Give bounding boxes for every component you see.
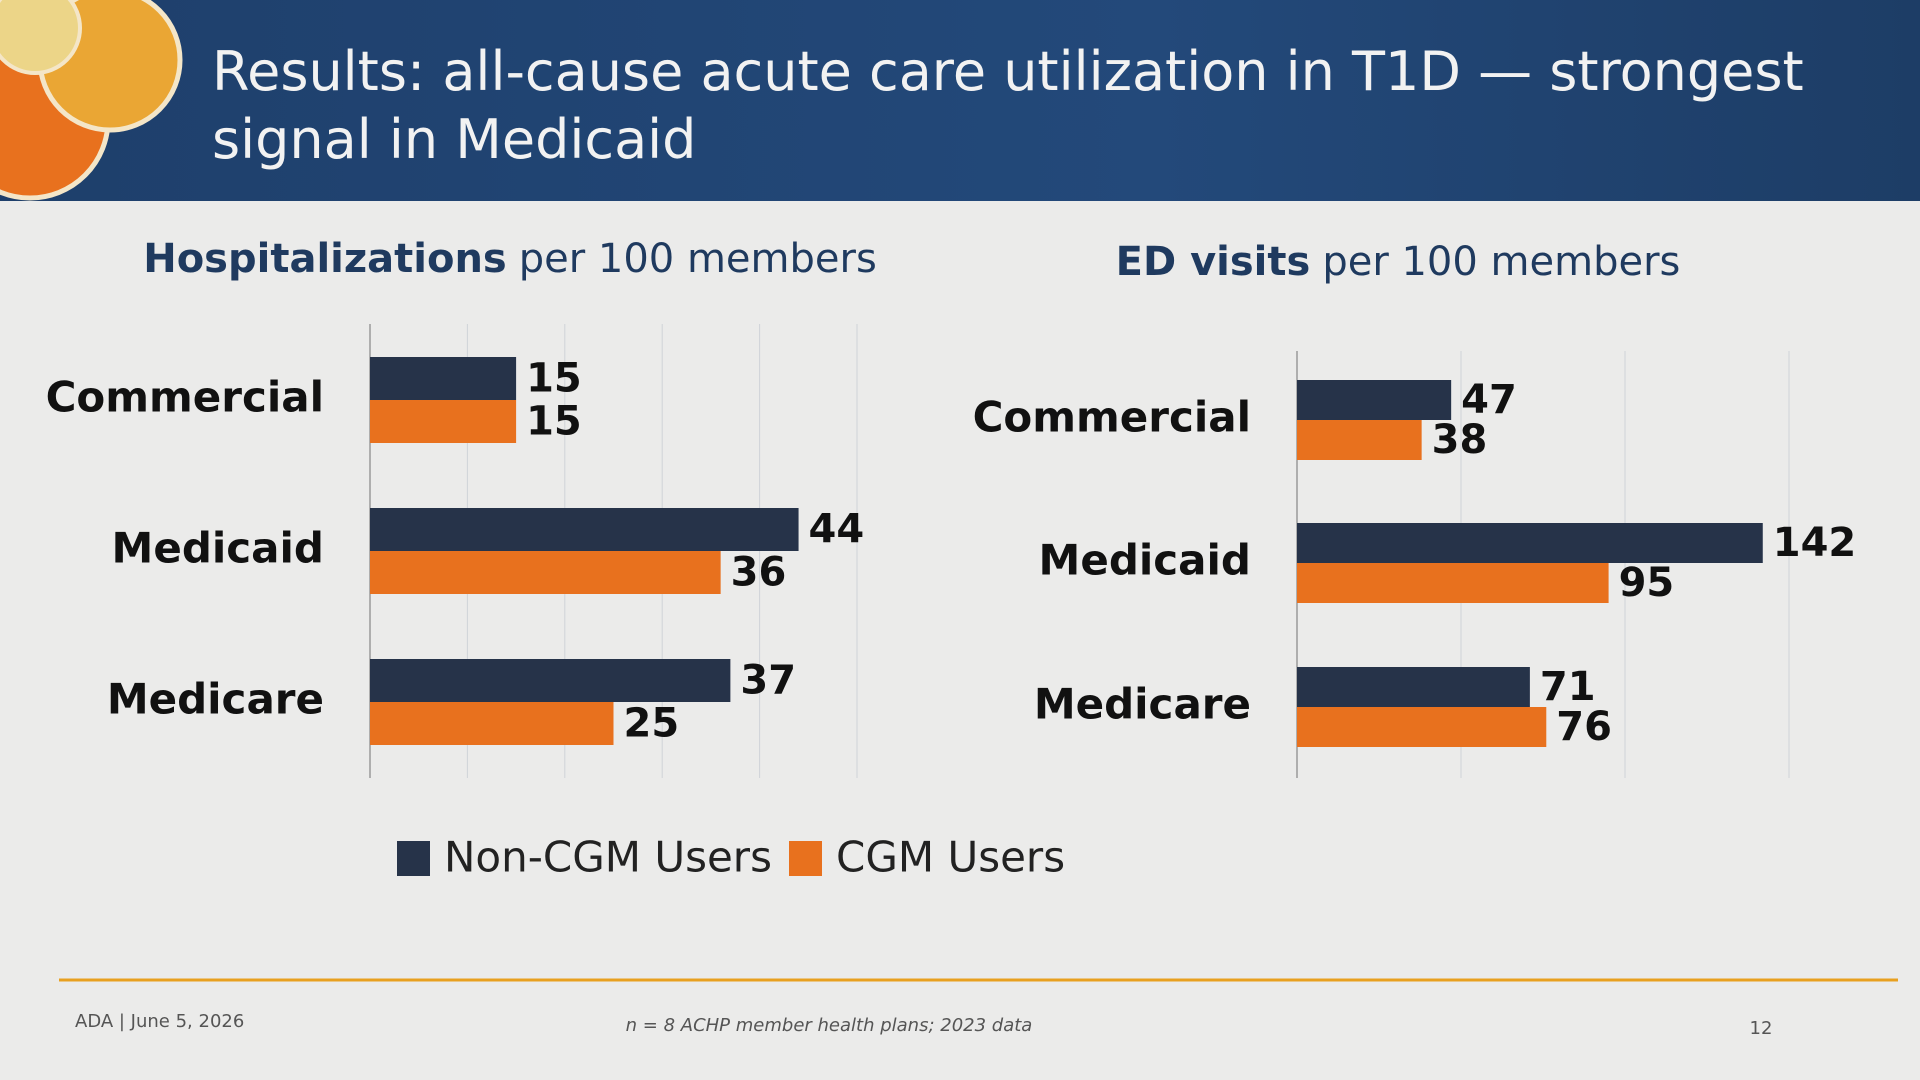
chart-title: ED visits per 100 members (1116, 239, 1681, 285)
category-label: Medicaid (112, 524, 324, 573)
category-label: Medicare (107, 675, 324, 724)
category-label: Commercial (46, 373, 324, 422)
bar (1297, 523, 1763, 563)
bar (370, 508, 799, 551)
legend-label: CGM Users (836, 833, 1065, 882)
chart-title-bold: ED visits (1116, 239, 1311, 285)
category-label: Commercial (973, 393, 1251, 442)
value-label: 15 (526, 356, 582, 402)
value-label: 142 (1773, 520, 1857, 566)
bar (1297, 707, 1547, 747)
header-decoration (0, 0, 183, 201)
value-label: 37 (740, 658, 796, 704)
chart-title-rest: per 100 members (1322, 239, 1680, 285)
legend-swatch (397, 841, 430, 876)
value-label: 25 (624, 701, 680, 747)
bar (370, 357, 517, 400)
bar (370, 551, 721, 594)
value-label: 44 (809, 507, 865, 553)
chart-title: Hospitalizations per 100 members (143, 236, 877, 282)
bar (370, 400, 517, 443)
footer-left: ADA | June 5, 2026 (75, 1011, 244, 1032)
page-number: 12 (1750, 1018, 1773, 1039)
header: Results: all-cause acute care utilizatio… (0, 0, 1920, 201)
legend-swatch (789, 841, 822, 876)
slide-title: Results: all-cause acute care utilizatio… (212, 40, 1804, 171)
footer-note: n = 8 ACHP member health plans; 2023 dat… (626, 1015, 1033, 1036)
category-label: Medicaid (1039, 536, 1251, 585)
value-label: 71 (1540, 664, 1596, 710)
category-label: Medicare (1034, 680, 1251, 729)
value-label: 15 (526, 399, 582, 445)
chart-title-bold: Hospitalizations (143, 236, 507, 282)
chart-title-rest: per 100 members (519, 236, 877, 282)
value-label: 36 (731, 550, 787, 596)
bar (1297, 667, 1530, 707)
value-label: 38 (1432, 417, 1488, 463)
bar (1297, 380, 1452, 420)
bar (1297, 420, 1422, 460)
bar (370, 702, 614, 745)
legend-label: Non-CGM Users (444, 833, 772, 882)
value-label: 47 (1461, 377, 1517, 423)
value-label: 95 (1619, 560, 1675, 606)
bar (370, 659, 731, 702)
bar (1297, 563, 1609, 603)
value-label: 76 (1556, 704, 1612, 750)
